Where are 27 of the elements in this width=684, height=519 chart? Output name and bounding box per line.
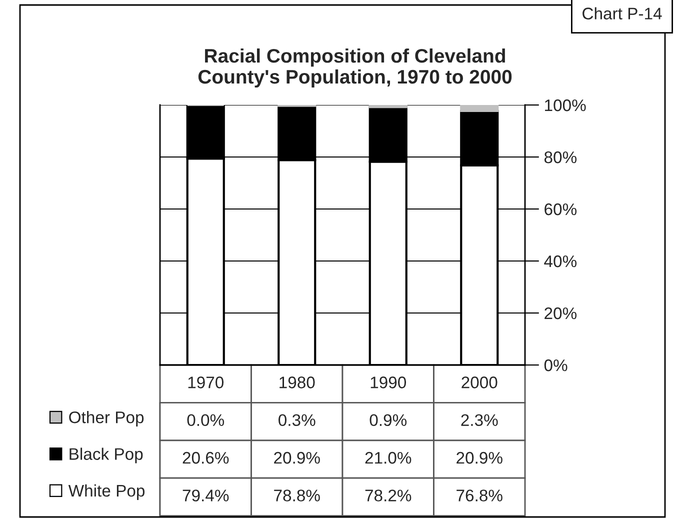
y-tick-label: 20%	[544, 307, 577, 320]
y-tick-label: 100%	[545, 99, 586, 112]
chart-title: Racial Composition of Cleveland County's Population, 1970 to 2000	[198, 48, 512, 88]
legend-label: Black Pop	[70, 448, 143, 464]
data-label: 0.3%	[278, 414, 316, 426]
data-label: 0.0%	[187, 414, 224, 426]
data-label: 79.4%	[182, 490, 229, 502]
x-tick-label: 1970	[188, 376, 224, 388]
x-tick-label: 1980	[280, 376, 315, 388]
text: Chart P-14	[582, 7, 662, 20]
y-tick-label: 40%	[544, 255, 577, 268]
data-label: 2.3%	[461, 414, 498, 426]
x-tick-label: 1990	[370, 376, 406, 388]
y-tick-label: 80%	[544, 151, 577, 164]
legend-label: Other Pop	[69, 411, 144, 427]
data-label: 78.2%	[365, 490, 412, 502]
data-label: 76.8%	[456, 490, 502, 502]
data-label: 20.6%	[182, 452, 229, 464]
data-label: 21.0%	[365, 452, 412, 464]
data-label: 0.9%	[370, 414, 407, 426]
data-label: 20.9%	[456, 452, 502, 464]
x-tick-label: 2000	[462, 376, 498, 388]
y-tick-label: 60%	[544, 203, 577, 216]
data-label: 20.9%	[274, 452, 320, 464]
data-label: 78.8%	[274, 490, 320, 502]
y-tick-label: 0%	[544, 359, 568, 372]
legend-label: White Pop	[68, 484, 145, 500]
